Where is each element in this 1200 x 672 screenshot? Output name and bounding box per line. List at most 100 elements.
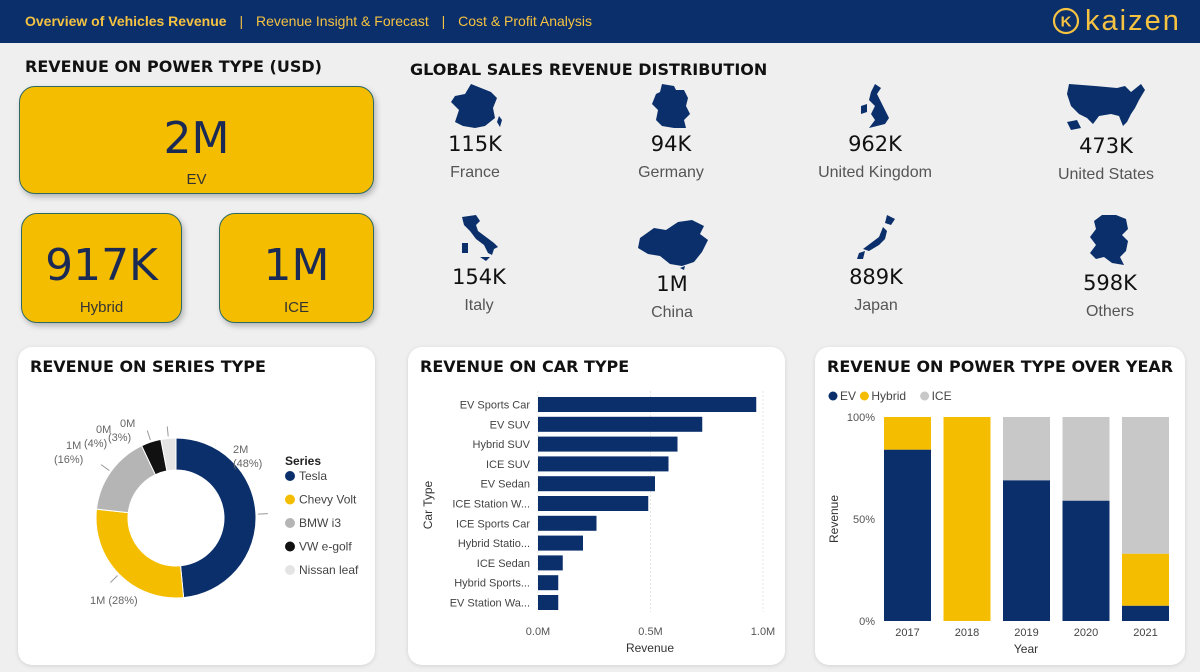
- kpi-label-ice: ICE: [283, 299, 309, 316]
- donut-leader-line: [166, 426, 169, 437]
- region-france: 115K France: [390, 82, 560, 182]
- donut-legend-title: Series: [285, 454, 321, 468]
- bar-ev-suv: [538, 416, 703, 432]
- region-name: United Kingdom: [818, 164, 932, 181]
- geo-section-title: GLOBAL SALES REVENUE DISTRIBUTION: [410, 60, 768, 79]
- y-category-label: Hybrid Statio...: [458, 538, 530, 550]
- donut-leader-line: [146, 430, 151, 441]
- page-nav: Overview of Vehicles Revenue | Revenue I…: [25, 13, 592, 29]
- region-value: 154K: [452, 265, 506, 289]
- bar-segment-ev-2019: [1003, 480, 1050, 621]
- bar-segment-ev-2021: [1122, 605, 1169, 621]
- bar-hybrid-statio-: [538, 535, 583, 551]
- power-year-stacked-chart: EV Hybrid ICE 0% 50% 100% 2017 2018 2019 2020 2021…: [827, 389, 1169, 656]
- donut-leader-line: [100, 464, 110, 471]
- x-axis-title: Revenue: [626, 641, 674, 655]
- nav-separator: |: [239, 13, 244, 29]
- donut-data-label-pct: (16%): [54, 454, 83, 466]
- region-name: Others: [1085, 303, 1134, 320]
- logo-letter: K: [1061, 14, 1072, 31]
- kpi-label-hybrid: Hybrid: [79, 299, 124, 316]
- region-germany: 94K Germany: [586, 82, 756, 182]
- kpi-card-ice: 1M ICE: [219, 213, 374, 323]
- series-card-title: REVENUE ON SERIES TYPE: [30, 357, 266, 376]
- car-card-title: REVENUE ON CAR TYPE: [420, 357, 630, 376]
- donut-slice-chevy-volt: [95, 508, 185, 599]
- uk-map-icon: [861, 84, 889, 128]
- nav-tab-revenue-insight[interactable]: Revenue Insight & Forecast: [255, 13, 429, 29]
- japan-map-icon: [857, 215, 895, 259]
- bar-ice-sedan: [538, 555, 563, 571]
- y-tick-label: 50%: [853, 514, 875, 526]
- x-tick-label: 2020: [1074, 627, 1098, 639]
- france-map-icon: [451, 84, 502, 128]
- y-axis-title: Car Type: [421, 480, 435, 529]
- bar-segment-ice-2019: [1003, 417, 1050, 481]
- nav-tab-overview[interactable]: Overview of Vehicles Revenue: [25, 13, 227, 29]
- kpi-card-ev: 2M EV: [19, 86, 374, 194]
- kpi-value-hybrid: 917K: [45, 240, 158, 291]
- x-tick-label: 2018: [955, 627, 979, 639]
- legend-item-label: Chevy Volt: [299, 493, 357, 507]
- region-united-states: 473K United States: [1021, 78, 1191, 184]
- y-axis-title: Revenue: [827, 495, 841, 543]
- legend-item-label: Hybrid: [871, 389, 906, 403]
- region-value: 889K: [849, 265, 903, 289]
- series-donut-card: REVENUE ON SERIES TYPE 2M (48%) 1M (28%) 1M…: [18, 347, 375, 665]
- kpi-label-ev: EV: [186, 171, 207, 188]
- y-category-label: EV Station Wa...: [450, 598, 530, 610]
- bar-ev-station-wa-: [538, 595, 559, 610]
- legend-swatch: [285, 518, 295, 528]
- donut-data-label: 0M: [120, 418, 135, 430]
- china-map-icon: [638, 220, 708, 270]
- brand-name: kaizen: [1085, 5, 1181, 37]
- top-navigation-bar: Overview of Vehicles Revenue | Revenue I…: [0, 0, 1200, 43]
- legend-item-label: EV: [840, 389, 856, 403]
- donut-data-label: 0M: [96, 424, 111, 436]
- legend-swatch: [920, 391, 930, 401]
- y-category-label: ICE Sedan: [477, 558, 530, 570]
- legend-item-label: BMW i3: [299, 516, 341, 530]
- bar-segment-ev-2017: [884, 449, 931, 621]
- x-tick-label: 2019: [1014, 627, 1038, 639]
- region-name: China: [651, 304, 693, 321]
- y-category-label: ICE Sports Car: [456, 518, 530, 530]
- region-value: 94K: [650, 132, 692, 156]
- kpi-value-ice: 1M: [263, 240, 330, 291]
- legend-item-label: ICE: [932, 389, 952, 403]
- bar-segment-hybrid-2017: [884, 417, 931, 450]
- region-japan: 889K Japan: [791, 213, 961, 315]
- x-tick-label: 0.0M: [526, 626, 550, 638]
- y-category-label: ICE SUV: [486, 459, 531, 471]
- donut-slice-tesla: [175, 437, 257, 599]
- donut-data-label: 1M (28%): [90, 595, 138, 607]
- bar-segment-hybrid-2021: [1122, 553, 1169, 606]
- bar-segment-ice-2021: [1122, 417, 1169, 554]
- region-value: 962K: [848, 132, 902, 156]
- italy-map-icon: [462, 215, 498, 261]
- netherlands-map-icon: [1090, 215, 1128, 265]
- x-tick-label: 2021: [1133, 627, 1157, 639]
- nav-separator: |: [441, 13, 446, 29]
- usa-map-icon: [1067, 84, 1145, 130]
- brand-logo: K kaizen: [1052, 6, 1181, 36]
- nav-tab-cost-profit[interactable]: Cost & Profit Analysis: [458, 13, 592, 29]
- legend-swatch: [859, 391, 869, 401]
- y-category-label: Hybrid Sports...: [454, 578, 530, 590]
- bar-ice-suv: [538, 456, 669, 472]
- region-others: 598K Others: [1025, 213, 1195, 321]
- y-category-label: Hybrid SUV: [473, 439, 531, 451]
- donut-data-label-pct: (4%): [84, 438, 107, 450]
- region-value: 115K: [448, 132, 502, 156]
- legend-swatch: [285, 494, 295, 505]
- car-type-bar-card: REVENUE ON CAR TYPE 0.0M 0.5M 1.0M EV Sport…: [408, 347, 785, 665]
- bar-hybrid-sports-: [538, 575, 559, 591]
- power-section-title: REVENUE ON POWER TYPE (USD): [25, 57, 322, 76]
- region-united-kingdom: 962K United Kingdom: [790, 82, 960, 182]
- year-card-title: REVENUE ON POWER TYPE OVER YEAR: [827, 357, 1174, 376]
- x-tick-label: 0.5M: [638, 626, 662, 638]
- power-year-chart-card: REVENUE ON POWER TYPE OVER YEAR EV Hybrid…: [815, 347, 1185, 665]
- legend-swatch: [285, 541, 295, 552]
- legend-swatch: [285, 565, 295, 575]
- region-name: Italy: [464, 297, 494, 314]
